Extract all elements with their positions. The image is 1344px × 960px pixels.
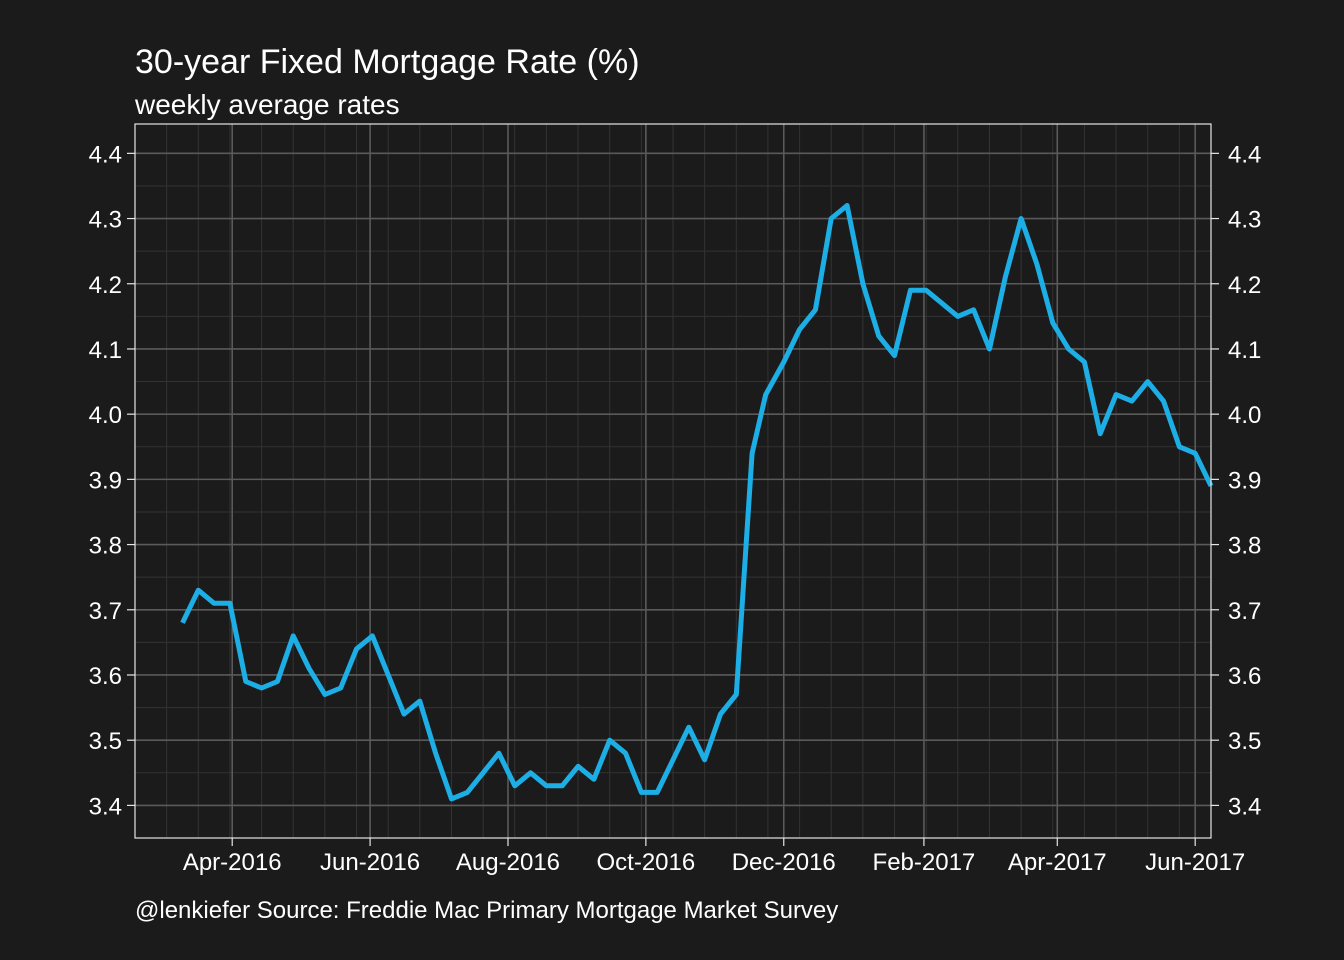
chart-title: 30-year Fixed Mortgage Rate (%) [135, 43, 640, 81]
y-tick-label-left: 4.2 [89, 272, 122, 299]
y-tick-label-right: 4.1 [1228, 337, 1261, 364]
y-tick-label-left: 4.3 [89, 207, 122, 234]
x-tick-label: Aug-2016 [456, 849, 560, 876]
y-tick-label-left: 3.7 [89, 598, 122, 625]
y-tick-label-right: 3.6 [1228, 663, 1261, 690]
y-tick-label-left: 3.5 [89, 728, 122, 755]
x-tick-label: Jun-2016 [320, 849, 420, 876]
x-tick-label: Oct-2016 [597, 849, 696, 876]
y-tick-label-right: 4.4 [1228, 141, 1261, 168]
y-tick-label-right: 3.8 [1228, 533, 1261, 560]
y-tick-label-left: 4.0 [89, 402, 122, 429]
major-gridlines [135, 124, 1211, 838]
y-tick-label-right: 3.7 [1228, 598, 1261, 625]
y-tick-label-right: 3.5 [1228, 728, 1261, 755]
series-layer [180, 203, 1214, 802]
x-tick-label: Apr-2016 [183, 849, 282, 876]
y-tick-label-right: 4.3 [1228, 207, 1261, 234]
y-tick-label-left: 3.4 [89, 793, 122, 820]
y-tick-label-left: 3.9 [89, 467, 122, 494]
x-tick-label: Apr-2017 [1008, 849, 1107, 876]
x-tick-label: Dec-2016 [732, 849, 836, 876]
x-tick-label: Feb-2017 [873, 849, 976, 876]
y-tick-label-right: 3.9 [1228, 467, 1261, 494]
series-line [180, 203, 1214, 802]
axis-tick-labels: 3.4 3.4 3.5 3.5 3.6 3.6 3.7 3.7 3.8 3.8 3.9 3.9 4.0 4… [89, 141, 1262, 876]
minor-gridlines [135, 124, 1211, 838]
y-tick-label-right: 3.4 [1228, 793, 1261, 820]
axis-ticks [127, 152, 1219, 846]
plot-frame [134, 123, 1212, 839]
y-tick-label-right: 4.0 [1228, 402, 1261, 429]
chart-caption: @lenkiefer Source: Freddie Mac Primary M… [135, 897, 839, 924]
y-tick-label-left: 3.6 [89, 663, 122, 690]
chart-subtitle: weekly average rates [135, 89, 400, 120]
x-tick-label: Jun-2017 [1145, 849, 1245, 876]
y-tick-label-left: 3.8 [89, 533, 122, 560]
y-tick-label-left: 4.4 [89, 141, 122, 168]
y-tick-label-left: 4.1 [89, 337, 122, 364]
y-tick-label-right: 4.2 [1228, 272, 1261, 299]
